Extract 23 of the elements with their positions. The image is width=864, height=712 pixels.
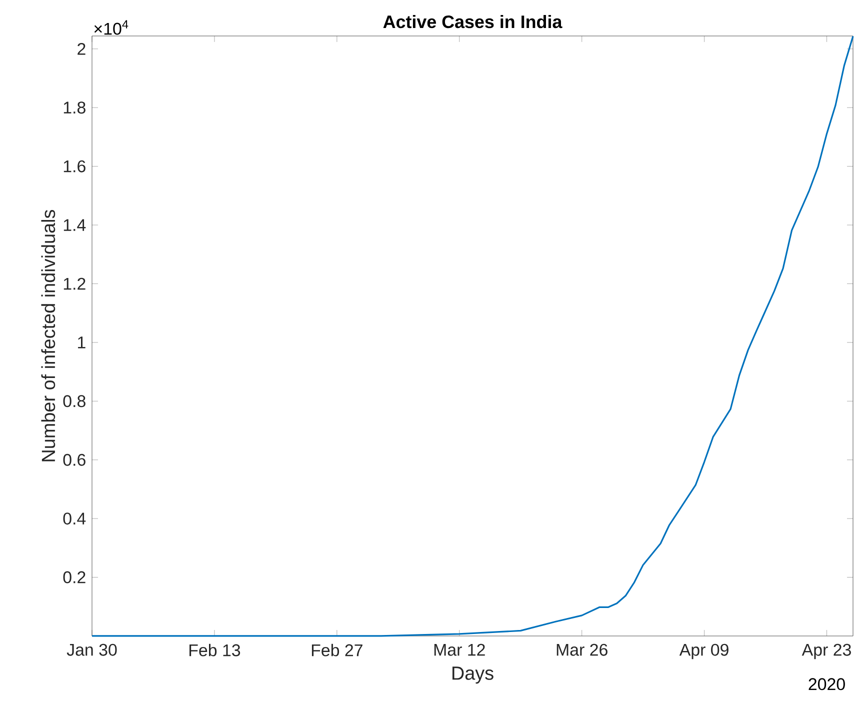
x-axis-title: Days (452, 666, 494, 684)
y-tick-label: 1.8 (64, 102, 86, 114)
x-tick-label: Apr 23 (802, 644, 851, 660)
text: 2020 (808, 678, 845, 690)
y-tick-label: 0.6 (63, 454, 86, 466)
y-tick-label: 1.6 (64, 160, 86, 172)
y-tick-label: 1.4 (64, 219, 86, 231)
y-tick-label: 0.2 (63, 571, 86, 584)
y-tick-label: 0.8 (63, 395, 86, 408)
y-tick-label: 2 (78, 42, 86, 55)
y-tick-label: 1.2 (64, 278, 86, 290)
x-tick-label: Mar 12 (434, 644, 485, 656)
x-tick-label: Feb 13 (189, 644, 240, 656)
x-tick-label: Mar 26 (556, 644, 608, 656)
text: ×10$^{4}$ (94, 20, 128, 35)
x-tick-label: Jan 30 (66, 644, 117, 656)
x-tick-label: Apr 09 (679, 644, 728, 660)
chart-title: Active Cases in India (383, 14, 562, 28)
x-tick-label: Feb 27 (312, 644, 362, 656)
y-tick-label: 0.4 (63, 512, 86, 525)
line-series (91, 35, 854, 637)
y-axis-title: Number of infected individuals (41, 210, 56, 462)
y-tick-label: 1 (78, 336, 86, 348)
